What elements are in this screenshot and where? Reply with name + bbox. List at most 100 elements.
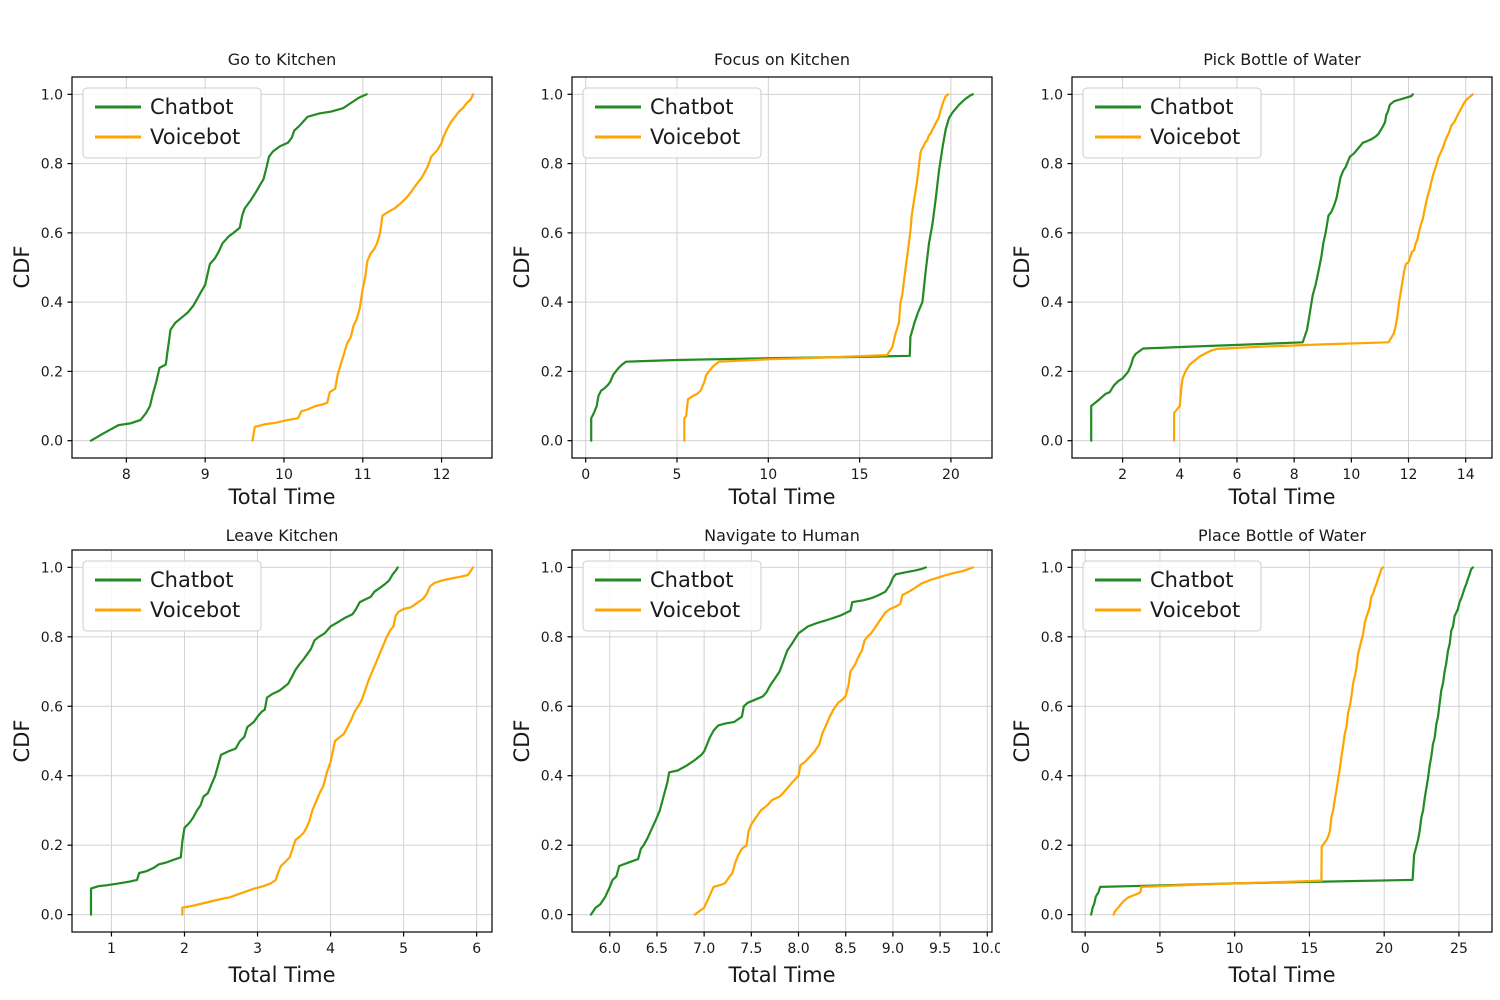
legend-label: Chatbot [150,568,234,592]
y-tick-label: 0.8 [1041,630,1063,646]
grid [72,77,492,458]
y-tick-label: 1.0 [1041,87,1063,103]
x-tick-label: 1 [107,941,116,957]
y-axis-label: CDF [1010,245,1034,289]
legend-label: Voicebot [150,598,240,622]
plot-area-svg: 1 2 3 4 5 6 0.0 0.2 0.4 0.6 0.8 1.0 Chatbot Voicebot [41,549,493,957]
chart-title: Go to Kitchen [227,50,337,69]
x-tick-label: 10 [1226,941,1244,957]
x-axis-label: Total Time [728,485,836,509]
x-tick-label: 7.0 [693,941,715,957]
y-tick-label: 0.4 [41,295,63,311]
plot-area-svg: 0 5 10 15 20 0.0 0.2 0.4 0.6 0.8 1.0 Chatbot Voicebo… [541,76,993,483]
axes-frame [1071,549,1493,933]
y-tick-label: 0.0 [1041,908,1063,924]
chart-title: Leave Kitchen [225,526,339,545]
x-axis-label: Total Time [728,963,836,987]
legend-label: Voicebot [150,125,240,149]
x-tick-label: 9.5 [929,941,951,957]
y-tick-label: 1.0 [41,560,63,576]
subplot-navigate-to-human: Navigate to Human 6.0 6.5 7.0 7.5 8.0 8.5 9.0 9… [500,500,1000,1000]
y-tick-label: 0.8 [1041,157,1063,173]
y-tick-label: 0.0 [41,908,63,924]
x-tick-label: 9 [201,467,210,483]
axis-ticks: 1 2 3 4 5 6 0.0 0.2 0.4 0.6 0.8 1.0 [41,560,481,957]
series-line-voicebot [1112,566,1385,916]
x-tick-label: 7.5 [740,941,762,957]
legend-label: Chatbot [650,568,734,592]
plot-area-svg: 6.0 6.5 7.0 7.5 8.0 8.5 9.0 9.5 10.0 0.0 0.2 0.4 0.6… [541,549,1000,957]
x-tick-label: 4 [326,941,335,957]
y-tick-label: 0.6 [1041,226,1063,242]
axis-ticks: 0 5 10 15 20 25 0.0 0.2 0.4 0.6 0.8 1.0 [1041,560,1468,957]
x-tick-label: 8.0 [787,941,809,957]
x-tick-label: 20 [1375,941,1393,957]
chart-title: Navigate to Human [704,526,860,545]
chart-title: Place Bottle of Water [1197,526,1367,545]
y-tick-label: 1.0 [541,87,563,103]
y-tick-label: 0.4 [541,295,563,311]
legend: Chatbot Voicebot [82,87,262,159]
legend: Chatbot Voicebot [82,560,262,632]
y-tick-label: 0.6 [41,226,63,242]
y-tick-label: 0.2 [541,364,563,380]
legend-label: Voicebot [650,125,740,149]
x-tick-label: 5 [399,941,408,957]
series-line-voicebot [181,566,475,916]
axis-ticks: 0 5 10 15 20 0.0 0.2 0.4 0.6 0.8 1.0 [541,87,960,483]
y-tick-label: 0.2 [541,838,563,854]
legend: Chatbot Voicebot [582,87,762,159]
legend-label: Chatbot [150,95,234,119]
axes-frame [71,549,493,933]
x-tick-label: 6.0 [599,941,621,957]
plot-area-svg: 2 4 6 8 10 12 14 0.0 0.2 0.4 0.6 0.8 1.0 Chatbot Voice… [1041,76,1493,483]
x-tick-label: 5 [1155,941,1164,957]
subplot-pick-bottle-of-water: Pick Bottle of Water 2 4 6 8 10 12 14 0.0 0.2 0.4… [1000,0,1500,509]
plot-area-svg: 8 9 10 11 12 0.0 0.2 0.4 0.6 0.8 1.0 Chatbot Voicebo… [41,76,493,483]
y-tick-label: 0.0 [1041,434,1063,450]
y-tick-label: 0.6 [1041,699,1063,715]
x-tick-label: 0 [1081,941,1090,957]
x-tick-label: 25 [1450,941,1468,957]
subplot-focus-on-kitchen: Focus on Kitchen 0 5 10 15 20 0.0 0.2 0.4 0.6 0.8… [500,0,1000,509]
y-tick-label: 0.0 [541,434,563,450]
axes-frame [571,76,993,459]
series-line-voicebot [1173,93,1474,442]
x-tick-label: 6 [472,941,481,957]
x-tick-label: 8.5 [835,941,857,957]
x-tick-label: 20 [942,467,960,483]
axes-frame [571,549,993,933]
y-tick-label: 1.0 [1041,560,1063,576]
y-tick-label: 0.0 [41,434,63,450]
chart-title: Focus on Kitchen [714,50,850,69]
x-tick-label: 6 [1233,467,1242,483]
y-tick-label: 0.8 [41,157,63,173]
x-tick-label: 4 [1175,467,1184,483]
subplot-leave-kitchen: Leave Kitchen 1 2 3 4 5 6 0.0 0.2 0.4 0.6 0.8 1.0 Ch… [0,500,500,1000]
series-line-chatbot [589,566,927,916]
legend-label: Chatbot [1150,568,1234,592]
series-line-chatbot [590,93,974,442]
legend: Chatbot Voicebot [582,560,762,632]
y-axis-label: CDF [510,245,534,289]
x-tick-label: 8 [1290,467,1299,483]
y-tick-label: 0.8 [541,630,563,646]
axis-ticks: 8 9 10 11 12 0.0 0.2 0.4 0.6 0.8 1.0 [41,87,451,483]
series-line-chatbot [89,566,399,916]
legend: Chatbot Voicebot [1082,560,1262,632]
y-tick-label: 0.2 [41,364,63,380]
x-tick-label: 12 [433,467,451,483]
y-tick-label: 0.6 [541,699,563,715]
axes-frame [1071,76,1493,459]
series-line-chatbot [89,93,368,442]
y-tick-label: 1.0 [41,87,63,103]
y-axis-label: CDF [10,719,34,763]
y-tick-label: 0.4 [41,769,63,785]
y-tick-label: 1.0 [541,560,563,576]
x-tick-label: 3 [253,941,262,957]
axes-frame [71,76,493,459]
y-tick-label: 0.2 [1041,838,1063,854]
axis-ticks: 2 4 6 8 10 12 14 0.0 0.2 0.4 0.6 0.8 1.0 [1041,87,1475,483]
axis-ticks: 6.0 6.5 7.0 7.5 8.0 8.5 9.0 9.5 10.0 0.0 0.2 0.4 0.6… [541,560,1000,957]
x-tick-label: 2 [180,941,189,957]
